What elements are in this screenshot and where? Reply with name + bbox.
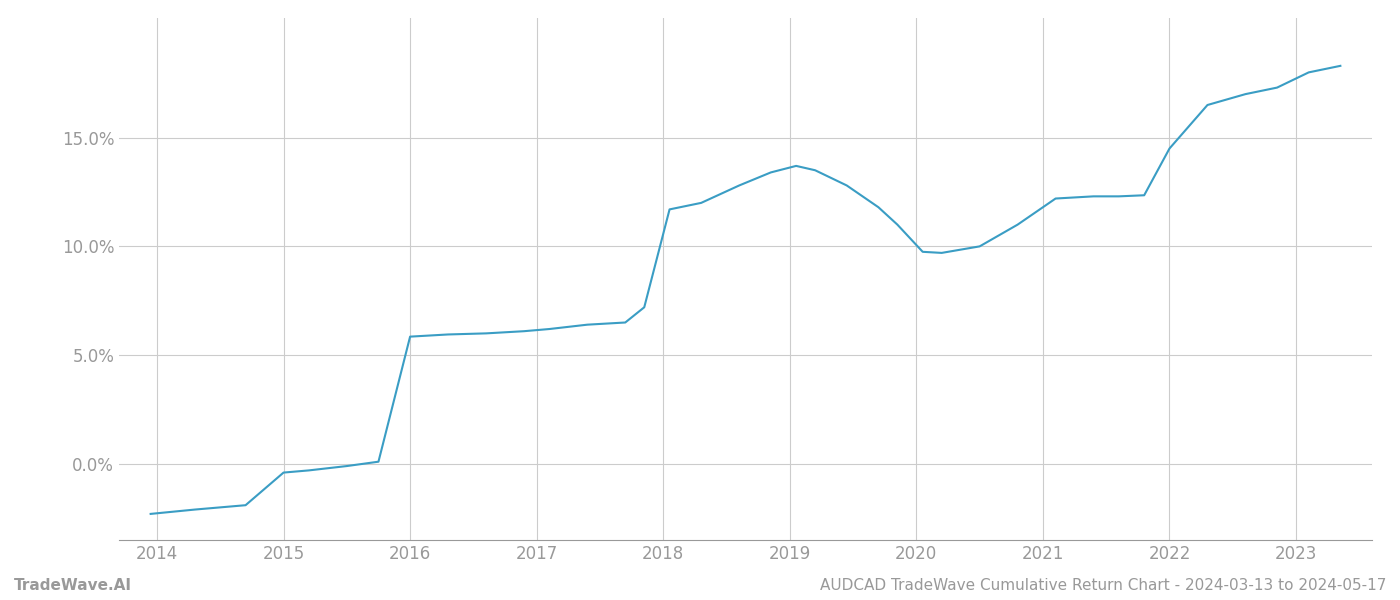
Text: AUDCAD TradeWave Cumulative Return Chart - 2024-03-13 to 2024-05-17: AUDCAD TradeWave Cumulative Return Chart… [819, 578, 1386, 593]
Text: TradeWave.AI: TradeWave.AI [14, 578, 132, 593]
